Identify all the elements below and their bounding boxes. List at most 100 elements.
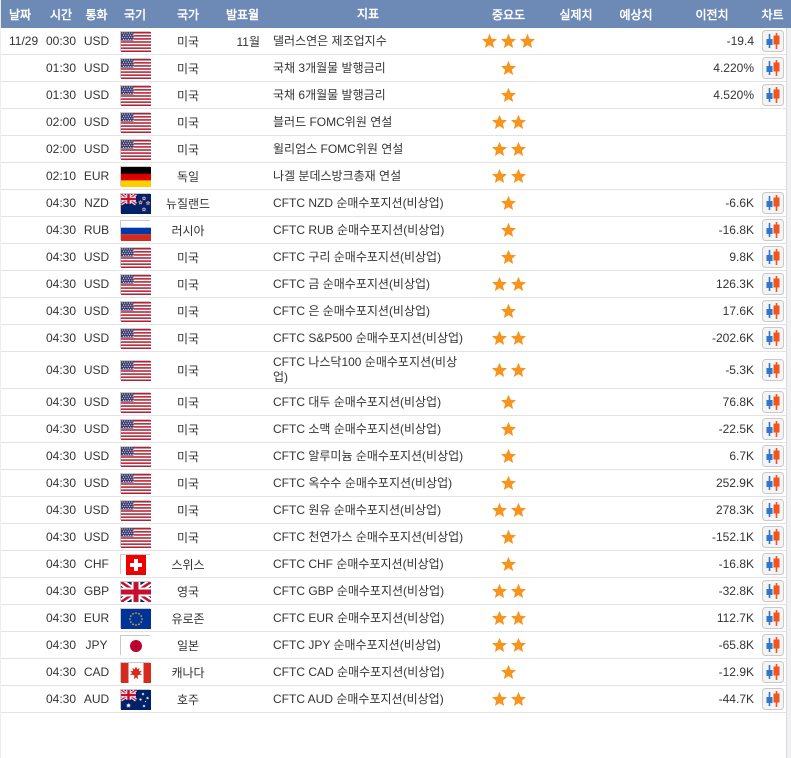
importance-stars	[471, 659, 546, 685]
candlestick-chart-icon[interactable]	[761, 580, 784, 602]
indicator-link[interactable]: CFTC 금 순매수포지션(비상업)	[273, 276, 431, 291]
previous-cell: -44.7K	[718, 692, 754, 706]
indicator-link[interactable]: CFTC 나스닥100 순매수포지션(비상업)	[273, 355, 458, 384]
indicator-link[interactable]: CFTC NZD 순매수포지션(비상업)	[273, 195, 444, 210]
candlestick-chart-icon[interactable]	[761, 661, 784, 683]
country-cell: 미국	[176, 88, 200, 103]
forecast-cell	[606, 298, 666, 324]
flag-cell	[114, 325, 156, 351]
forecast-cell	[606, 109, 666, 135]
candlestick-chart-icon[interactable]	[761, 246, 784, 268]
date-cell	[1, 686, 43, 712]
currency-cell: USD	[83, 304, 110, 318]
event-row: 04:30 USD 미국 CFTC 금 순매수포지션(비상업) 126.3K	[1, 271, 787, 298]
column-header-imp: 중요도	[491, 7, 526, 22]
candlestick-chart-icon[interactable]	[761, 84, 784, 106]
indicator-link[interactable]: CFTC RUB 순매수포지션(비상업)	[273, 222, 445, 237]
actual-cell	[546, 136, 606, 162]
indicator-link[interactable]: CFTC S&P500 순매수포지션(비상업)	[273, 330, 464, 345]
currency-cell: CHF	[84, 557, 109, 571]
indicator-cell: CFTC CAD 순매수포지션(비상업)	[265, 659, 471, 685]
indicator-link[interactable]: 윌리엄스 FOMC위원 연설	[273, 141, 404, 156]
month-cell	[220, 352, 265, 388]
currency-cell: USD	[83, 363, 110, 377]
event-row: 04:30 USD 미국 CFTC 나스닥100 순매수포지션(비상업) -5.3K	[1, 352, 787, 389]
candlestick-chart-icon[interactable]	[761, 499, 784, 521]
indicator-link[interactable]: CFTC 소맥 순매수포지션(비상업)	[273, 421, 442, 436]
indicator-cell: CFTC 천연가스 순매수포지션(비상업)	[265, 524, 471, 550]
us-flag-icon	[120, 360, 151, 381]
indicator-link[interactable]: 나겔 분데스방크총재 연설	[273, 168, 402, 183]
time-cell: 04:30	[45, 304, 77, 318]
star-icon	[500, 303, 517, 318]
month-cell	[220, 524, 265, 550]
indicator-link[interactable]: 국채 3개월물 발행금리	[273, 60, 386, 75]
indicator-link[interactable]: CFTC CHF 순매수포지션(비상업)	[273, 556, 444, 571]
country-cell: 미국	[176, 142, 200, 157]
candlestick-chart-icon[interactable]	[761, 472, 784, 494]
scrollbar-track[interactable]	[786, 28, 791, 758]
time-cell: 04:30	[45, 223, 77, 237]
country-cell: 스위스	[171, 557, 205, 572]
indicator-link[interactable]: 블러드 FOMC위원 연설	[273, 114, 393, 129]
star-icon	[491, 637, 507, 652]
us-flag-icon	[120, 58, 151, 79]
date-cell	[1, 244, 43, 270]
month-cell	[220, 686, 265, 712]
time-cell: 04:30	[45, 363, 77, 377]
indicator-link[interactable]: CFTC 은 순매수포지션(비상업)	[273, 303, 431, 318]
currency-cell: USD	[83, 250, 110, 264]
candlestick-chart-icon[interactable]	[761, 192, 784, 214]
candlestick-chart-icon[interactable]	[761, 219, 784, 241]
country-cell: 미국	[176, 395, 200, 410]
indicator-link[interactable]: CFTC 알루미늄 순매수포지션(비상업)	[273, 448, 464, 463]
candlestick-chart-icon[interactable]	[761, 526, 784, 548]
indicator-link[interactable]: 국채 6개월물 발행금리	[273, 87, 386, 102]
indicator-link[interactable]: CFTC 원유 순매수포지션(비상업)	[273, 502, 442, 517]
indicator-link[interactable]: 댈러스연은 제조업지수	[273, 33, 387, 48]
currency-cell: USD	[83, 449, 110, 463]
candlestick-chart-icon[interactable]	[761, 30, 784, 52]
event-row: 04:30 EUR 유로존 CFTC EUR 순매수포지션(비상업) 112.7K	[1, 605, 787, 632]
indicator-link[interactable]: CFTC 천연가스 순매수포지션(비상업)	[273, 529, 464, 544]
candlestick-chart-icon[interactable]	[761, 553, 784, 575]
chart-cell	[758, 325, 787, 351]
candlestick-chart-icon[interactable]	[761, 57, 784, 79]
candlestick-chart-icon[interactable]	[761, 607, 784, 629]
actual-cell	[546, 298, 606, 324]
flag-cell	[114, 389, 156, 415]
time-cell: 04:30	[45, 331, 77, 345]
indicator-link[interactable]: CFTC EUR 순매수포지션(비상업)	[273, 610, 445, 625]
chart-cell	[758, 524, 787, 550]
candlestick-chart-icon[interactable]	[761, 445, 784, 467]
indicator-link[interactable]: CFTC 구리 순매수포지션(비상업)	[273, 249, 442, 264]
indicator-link[interactable]: CFTC JPY 순매수포지션(비상업)	[273, 637, 441, 652]
indicator-link[interactable]: CFTC GBP 순매수포지션(비상업)	[273, 583, 445, 598]
currency-cell: USD	[83, 34, 110, 48]
indicator-link[interactable]: CFTC AUD 순매수포지션(비상업)	[273, 691, 444, 706]
candlestick-chart-icon[interactable]	[761, 418, 784, 440]
flag-cell	[114, 28, 156, 54]
candlestick-chart-icon[interactable]	[761, 300, 784, 322]
indicator-link[interactable]: CFTC 옥수수 순매수포지션(비상업)	[273, 475, 453, 490]
star-icon	[491, 691, 507, 706]
previous-cell: -152.1K	[711, 530, 754, 544]
star-icon	[510, 583, 526, 598]
candlestick-chart-icon[interactable]	[761, 327, 784, 349]
currency-cell: USD	[83, 395, 110, 409]
actual-cell	[546, 28, 606, 54]
star-icon	[500, 60, 517, 75]
us-flag-icon	[120, 500, 151, 521]
month-cell	[220, 416, 265, 442]
candlestick-chart-icon[interactable]	[761, 391, 784, 413]
previous-cell	[666, 163, 758, 189]
candlestick-chart-icon[interactable]	[761, 273, 784, 295]
candlestick-chart-icon[interactable]	[761, 634, 784, 656]
date-cell	[1, 551, 43, 577]
candlestick-chart-icon[interactable]	[761, 688, 784, 710]
column-header-for: 예상치	[619, 7, 653, 22]
candlestick-chart-icon[interactable]	[761, 359, 784, 381]
indicator-link[interactable]: CFTC CAD 순매수포지션(비상업)	[273, 664, 445, 679]
indicator-link[interactable]: CFTC 대두 순매수포지션(비상업)	[273, 394, 442, 409]
indicator-cell: 윌리엄스 FOMC위원 연설	[265, 136, 471, 162]
